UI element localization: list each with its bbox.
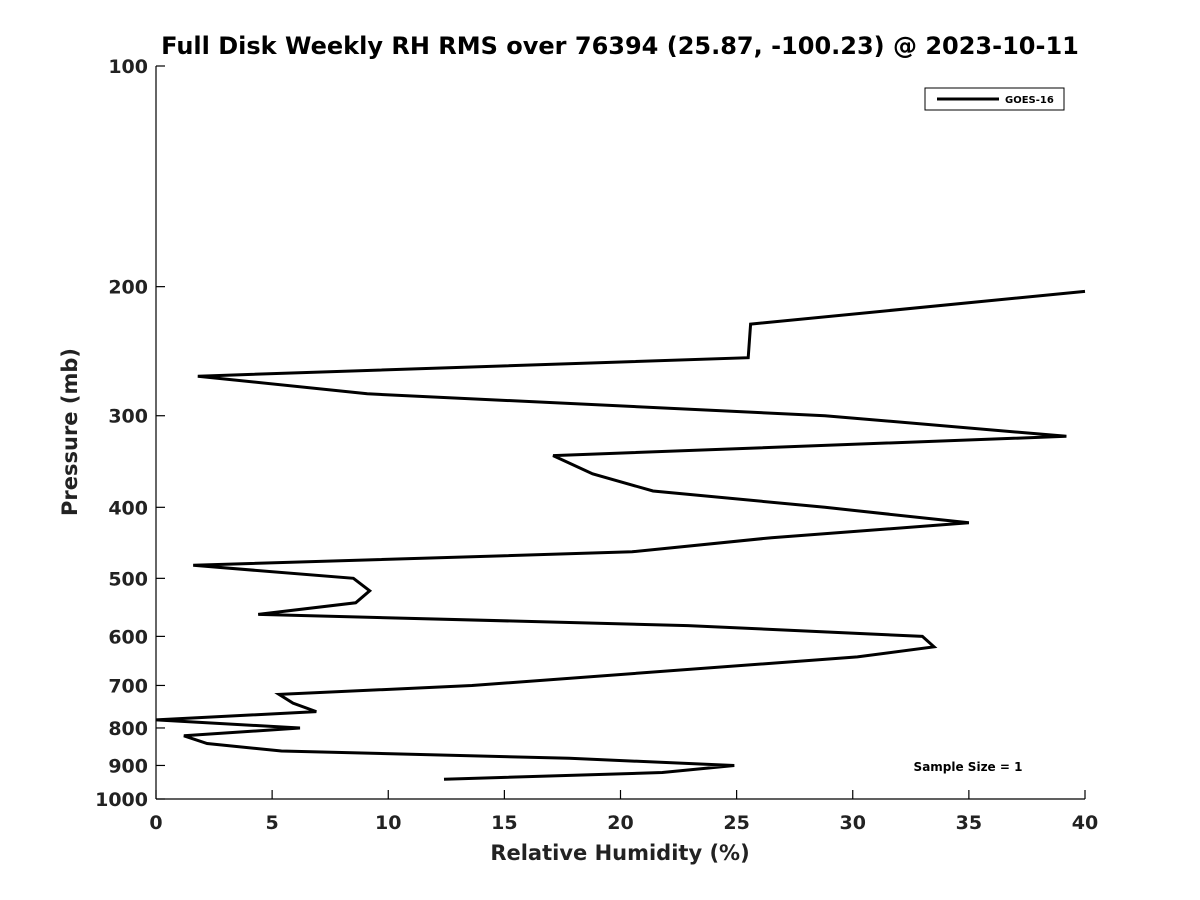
y-tick-label: 500 xyxy=(108,568,148,590)
chart-title: Full Disk Weekly RH RMS over 76394 (25.8… xyxy=(161,32,1079,60)
x-tick-label: 10 xyxy=(375,812,401,834)
legend: GOES-16 xyxy=(924,87,1065,111)
x-tick-label: 25 xyxy=(723,812,749,834)
y-tick-label: 800 xyxy=(108,718,148,740)
plot-frame xyxy=(156,66,1085,799)
y-tick-label: 100 xyxy=(108,56,148,78)
x-tick-label: 20 xyxy=(607,812,633,834)
series-layer xyxy=(155,289,1086,781)
x-axis-label: Relative Humidity (%) xyxy=(490,841,749,865)
y-axis-label: Pressure (mb) xyxy=(58,348,82,516)
x-tick-label: 15 xyxy=(491,812,517,834)
y-tick-label: 300 xyxy=(108,406,148,428)
x-tick-label: 35 xyxy=(956,812,982,834)
x-tick-label: 5 xyxy=(266,812,279,834)
y-tick-label: 1000 xyxy=(95,789,148,811)
x-tick-label: 30 xyxy=(840,812,866,834)
y-tick-label: 200 xyxy=(108,277,148,299)
x-tick-label: 0 xyxy=(149,812,162,834)
y-tick-label: 900 xyxy=(108,755,148,777)
y-tick-label: 600 xyxy=(108,626,148,648)
sample-size-annotation: Sample Size = 1 xyxy=(914,760,1023,774)
y-tick-label: 400 xyxy=(108,497,148,519)
legend-label-goes-16: GOES-16 xyxy=(1005,95,1054,106)
x-axis: 0 5 10 15 20 25 30 35 40 xyxy=(149,790,1098,834)
y-tick-label: 700 xyxy=(108,675,148,697)
x-tick-label: 40 xyxy=(1072,812,1098,834)
series-line-goes-16 xyxy=(155,289,1086,781)
y-axis: 100 200 300 400 500 600 700 800 900 1000 xyxy=(95,56,165,811)
